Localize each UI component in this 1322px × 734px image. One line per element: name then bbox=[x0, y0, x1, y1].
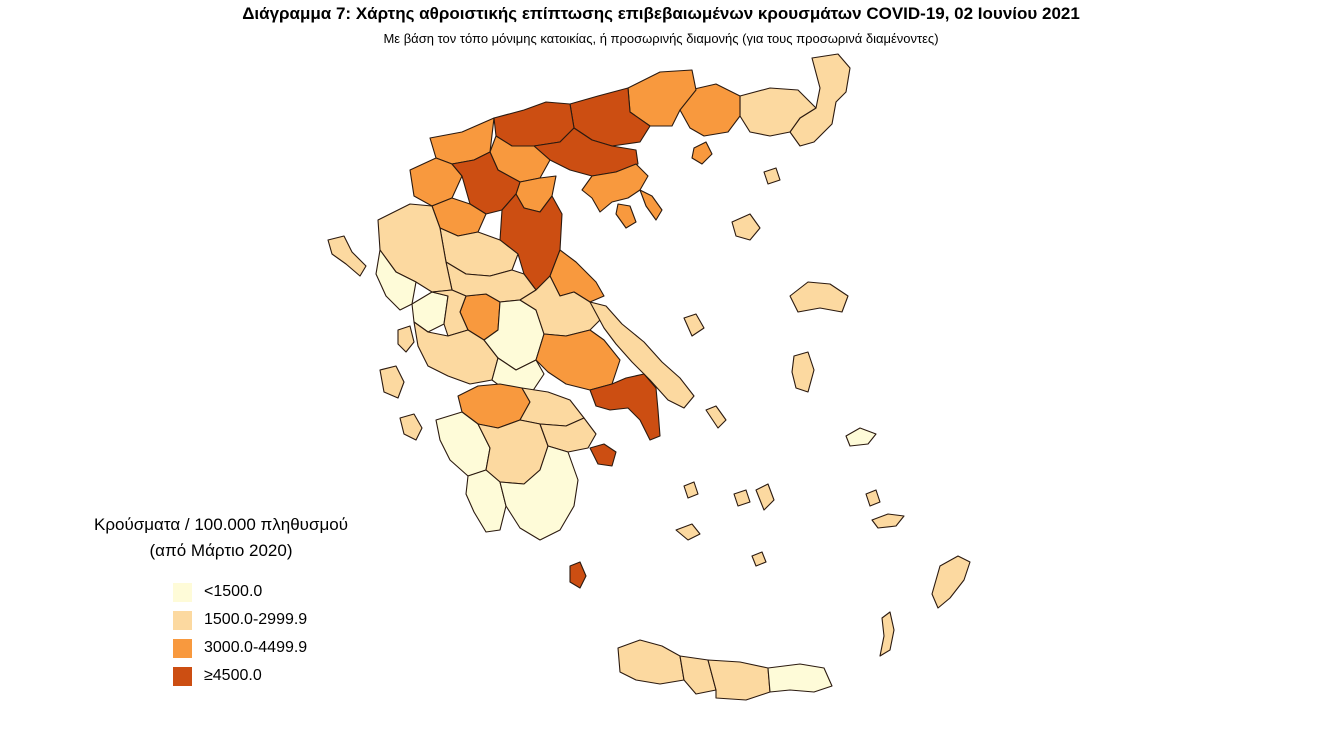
region-kefalonia[interactable] bbox=[379, 365, 405, 399]
region-korinthia[interactable] bbox=[519, 387, 585, 427]
region-andros[interactable] bbox=[705, 405, 727, 429]
legend-swatch bbox=[173, 638, 192, 658]
region-syros[interactable] bbox=[683, 481, 699, 499]
region-boeotia[interactable] bbox=[535, 329, 621, 391]
region-naxos[interactable] bbox=[755, 483, 775, 511]
region-chania[interactable] bbox=[617, 639, 685, 685]
region-fthiotida[interactable] bbox=[519, 275, 605, 337]
legend-title-line2: (από Μάρτιο 2020) bbox=[149, 541, 293, 560]
legend-label: 1500.0-2999.9 bbox=[204, 611, 308, 628]
region-fokida[interactable] bbox=[491, 357, 545, 393]
region-evia[interactable] bbox=[589, 301, 695, 409]
region-chios[interactable] bbox=[791, 351, 815, 393]
region-messinia[interactable] bbox=[465, 469, 507, 533]
region-thesprotia[interactable] bbox=[375, 249, 417, 311]
region-kythira[interactable] bbox=[569, 561, 587, 589]
region-lefkada[interactable] bbox=[397, 325, 415, 353]
region-paros[interactable] bbox=[733, 489, 751, 507]
region-lasithi[interactable] bbox=[767, 663, 833, 693]
legend-label: <1500.0 bbox=[204, 583, 263, 600]
legend-item: ≥4500.0 bbox=[173, 662, 354, 690]
region-drama-kavala[interactable] bbox=[679, 83, 741, 137]
region-attica-islands[interactable] bbox=[589, 443, 617, 467]
map-title: Διάγραμμα 7: Χάρτης αθροιστικής επίπτωση… bbox=[242, 4, 1080, 23]
legend-title: Κρούσματα / 100.000 πληθυσμού (από Μάρτι… bbox=[88, 512, 354, 564]
map-subtitle: Με βάση τον τόπο μόνιμης κατοικίας, ή πρ… bbox=[383, 31, 939, 46]
region-thessaloniki[interactable] bbox=[533, 127, 639, 177]
region-chalkidiki-sithonia[interactable] bbox=[615, 203, 637, 229]
region-rethymno[interactable] bbox=[679, 655, 717, 695]
legend-item: <1500.0 bbox=[173, 578, 354, 606]
region-chalkidiki[interactable] bbox=[581, 163, 649, 213]
region-milos[interactable] bbox=[675, 523, 701, 541]
legend-label: ≥4500.0 bbox=[204, 667, 262, 684]
region-kos[interactable] bbox=[871, 513, 905, 529]
region-skyros[interactable] bbox=[683, 313, 705, 337]
region-lesvos[interactable] bbox=[789, 281, 849, 313]
legend-item: 1500.0-2999.9 bbox=[173, 606, 354, 634]
legend-swatch bbox=[173, 582, 192, 602]
region-chalkidiki-athos[interactable] bbox=[639, 189, 663, 221]
region-lakonia[interactable] bbox=[499, 445, 579, 541]
legend-swatch bbox=[173, 666, 192, 686]
region-limnos[interactable] bbox=[731, 213, 761, 241]
region-corfu[interactable] bbox=[327, 235, 367, 277]
legend-title-line1: Κρούσματα / 100.000 πληθυσμού bbox=[94, 515, 348, 534]
region-heraklion[interactable] bbox=[707, 659, 771, 701]
legend: Κρούσματα / 100.000 πληθυσμού (από Μάρτι… bbox=[88, 512, 354, 690]
region-kalymnos[interactable] bbox=[865, 489, 881, 507]
region-zakynthos[interactable] bbox=[399, 413, 423, 441]
legend-item: 3000.0-4499.9 bbox=[173, 634, 354, 662]
region-rodopi-xanthi[interactable] bbox=[739, 87, 817, 137]
region-rhodes[interactable] bbox=[931, 555, 971, 609]
region-thasos[interactable] bbox=[691, 141, 713, 165]
legend-swatch bbox=[173, 610, 192, 630]
legend-label: 3000.0-4499.9 bbox=[204, 639, 308, 656]
region-kastoria[interactable] bbox=[409, 157, 463, 207]
region-samothraki[interactable] bbox=[763, 167, 781, 185]
region-attica[interactable] bbox=[589, 373, 661, 441]
region-santorini[interactable] bbox=[751, 551, 767, 567]
region-karpathos[interactable] bbox=[879, 611, 895, 657]
region-samos[interactable] bbox=[845, 427, 877, 447]
